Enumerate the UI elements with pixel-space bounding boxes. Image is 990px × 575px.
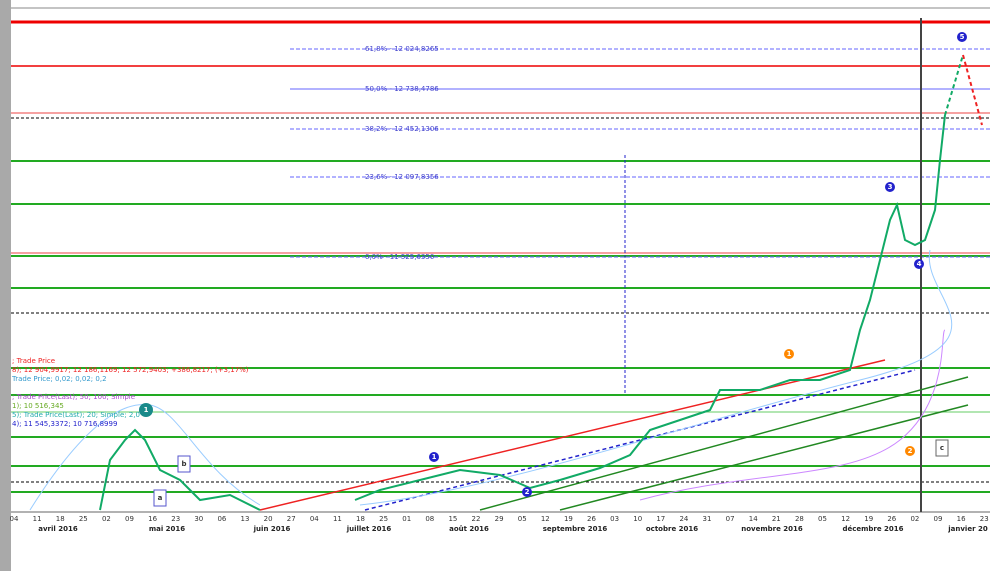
day-label: 27 [287, 515, 296, 523]
day-label: 23 [171, 515, 180, 523]
wave-marker [957, 32, 967, 42]
day-label: 12 [541, 515, 550, 523]
day-label: 17 [656, 515, 665, 523]
indicator-legend: ; Trade Price [12, 357, 55, 365]
month-label: avril 2016 [38, 525, 78, 533]
wave-label: 1 [432, 453, 437, 461]
day-label: 21 [772, 515, 781, 523]
day-label: 31 [703, 515, 712, 523]
indicator-legend: 1); 10 516,345 [12, 402, 64, 410]
day-label: 04 [310, 515, 319, 523]
wave-label: 3 [888, 183, 893, 191]
wave-label: 4 [917, 260, 922, 268]
wave-marker [522, 487, 532, 497]
day-label: 02 [910, 515, 919, 523]
day-label: 03 [610, 515, 619, 523]
day-label: 20 [264, 515, 273, 523]
wave-box [935, 439, 949, 457]
day-label: 14 [749, 515, 758, 523]
day-label: 06 [217, 515, 226, 523]
indicator-legend: Trade Price; 0,02; 0,02; 0,2 [11, 375, 107, 383]
wave-label: c [940, 444, 944, 452]
indicator-legend: ; Trade Price(Last); 50; 100; Simple [12, 393, 135, 401]
wave-label: 2 [908, 447, 913, 455]
fib-label: 38,2% - 12 452,1306 [365, 125, 439, 133]
day-label: 04 [10, 515, 19, 523]
day-label: 22 [472, 515, 481, 523]
day-label: 13 [241, 515, 250, 523]
day-label: 15 [448, 515, 457, 523]
day-label: 25 [79, 515, 88, 523]
day-label: 02 [102, 515, 111, 523]
day-label: 10 [633, 515, 642, 523]
day-label: 18 [56, 515, 65, 523]
wave-label: 1 [787, 350, 792, 358]
horizontal-levels [11, 18, 990, 512]
wave-box [177, 455, 191, 473]
indicator-legend: 8); 12 904,9917; 12 186,1169; 12 572,940… [12, 366, 249, 374]
day-label: 23 [980, 515, 989, 523]
wave-label: a [158, 494, 163, 502]
month-label: mai 2016 [149, 525, 185, 533]
month-label: janvier 20 [947, 525, 988, 533]
month-label: septembre 2016 [543, 525, 608, 533]
day-label: 24 [679, 515, 688, 523]
wave-marker [429, 452, 439, 462]
day-label: 09 [125, 515, 134, 523]
day-label: 18 [356, 515, 365, 523]
indicator-legend: 4); 11 545,3372; 10 716,8999 [12, 420, 117, 428]
day-label: 19 [564, 515, 573, 523]
wave-label: 2 [525, 488, 530, 496]
indicator-legend: 5); Trade Price(Last); 20; Simple; 2,0 [12, 411, 140, 419]
fib-label: 0,0% - 11 525,6350 [365, 253, 434, 261]
trend-lines [29, 54, 983, 511]
wave-marker [139, 403, 153, 417]
day-label: 09 [934, 515, 943, 523]
wave-marker [914, 259, 924, 269]
month-label: décembre 2016 [842, 525, 903, 533]
day-label: 26 [587, 515, 596, 523]
month-label: novembre 2016 [741, 525, 803, 533]
day-label: 29 [495, 515, 504, 523]
wave-label: 5 [960, 33, 965, 41]
month-label: octobre 2016 [646, 525, 698, 533]
wave-label: b [181, 460, 186, 468]
wave-label: 1 [144, 406, 149, 414]
wave-box [153, 489, 167, 507]
fib-label: 23,6% - 12 097,8356 [365, 173, 439, 181]
wave-marker [885, 182, 895, 192]
fib-label: 50,0% - 12 738,4786 [365, 85, 439, 93]
day-label: 28 [795, 515, 804, 523]
day-label: 26 [887, 515, 896, 523]
day-label: 16 [148, 515, 157, 523]
day-label: 16 [957, 515, 966, 523]
month-label: juillet 2016 [346, 525, 392, 533]
day-label: 25 [379, 515, 388, 523]
wave-marker [905, 446, 915, 456]
wave-marker [784, 349, 794, 359]
day-label: 11 [33, 515, 42, 523]
day-label: 11 [333, 515, 342, 523]
fib-label: 61,8% - 12 024,8265 [365, 45, 439, 53]
left-frame [0, 0, 11, 571]
day-label: 01 [402, 515, 411, 523]
day-label: 08 [425, 515, 434, 523]
day-label: 19 [864, 515, 873, 523]
day-label: 07 [726, 515, 735, 523]
day-label: 05 [818, 515, 827, 523]
month-label: juin 2016 [253, 525, 291, 533]
day-label: 30 [194, 515, 203, 523]
day-label: 05 [518, 515, 527, 523]
day-label: 12 [841, 515, 850, 523]
month-label: août 2016 [449, 525, 489, 533]
